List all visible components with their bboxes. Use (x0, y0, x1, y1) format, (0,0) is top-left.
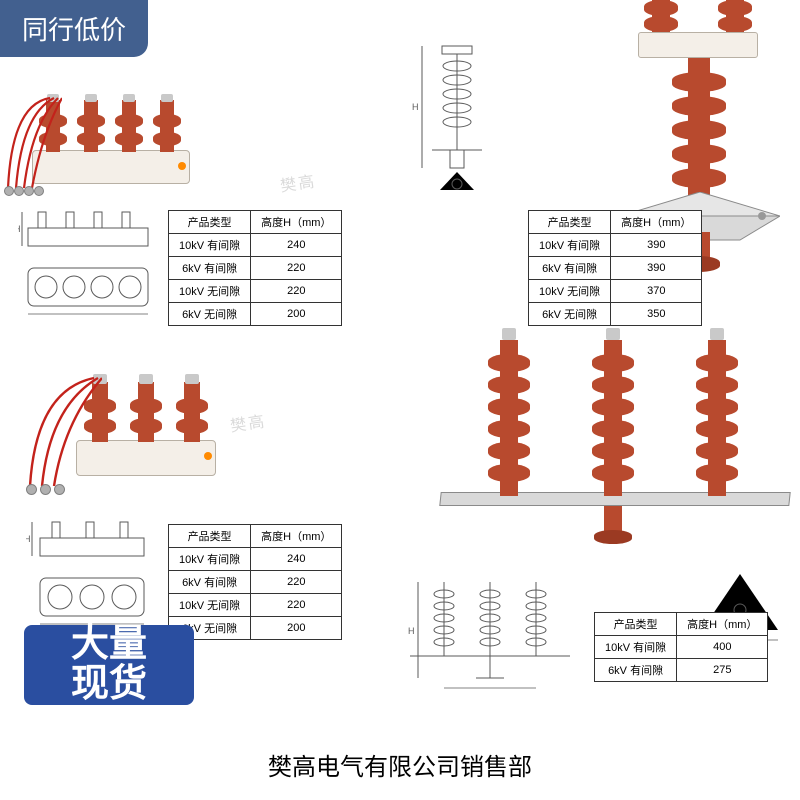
svg-text:H: H (408, 626, 415, 636)
col-header: 产品类型 (169, 211, 251, 234)
diagram-3phase: H (26, 520, 156, 640)
col-header: 产品类型 (169, 525, 251, 548)
col-header: 产品类型 (529, 211, 611, 234)
spec-table-right-lower: 产品类型 高度H（mm） 10kV 有间隙400 6kV 有间隙275 (594, 612, 768, 682)
product-3tall-bar (430, 304, 800, 564)
price-badge: 同行低价 (0, 0, 148, 57)
col-header: 高度H（mm） (611, 211, 702, 234)
watermark: 樊高 (279, 168, 318, 197)
svg-text:H: H (26, 534, 31, 544)
svg-text:H: H (18, 224, 21, 234)
col-header: 高度H（mm） (677, 613, 768, 636)
svg-text:H: H (412, 102, 419, 112)
stock-claim-badge: 大量 现货 (24, 625, 194, 705)
watermark: 樊高 (229, 408, 268, 437)
col-header: 高度H（mm） (251, 525, 342, 548)
catalog-page: 同行低价 樊高 樊高 樊高 (0, 0, 800, 800)
diagram-4phase: H (18, 210, 158, 330)
col-header: 高度H（mm） (251, 211, 342, 234)
spec-table-left-upper: 产品类型 高度H（mm） 10kV 有间隙240 6kV 有间隙220 10kV… (168, 210, 342, 326)
product-3phase-short (30, 330, 230, 500)
product-4phase-short (6, 54, 206, 204)
diagram-tall-single: H (392, 40, 522, 210)
company-banner: 樊高电气有限公司销售部 (0, 733, 800, 800)
diagram-3tall-bar: H (400, 570, 580, 700)
col-header: 产品类型 (595, 613, 677, 636)
spec-table-left-lower: 产品类型 高度H（mm） 10kV 有间隙240 6kV 有间隙220 10kV… (168, 524, 342, 640)
